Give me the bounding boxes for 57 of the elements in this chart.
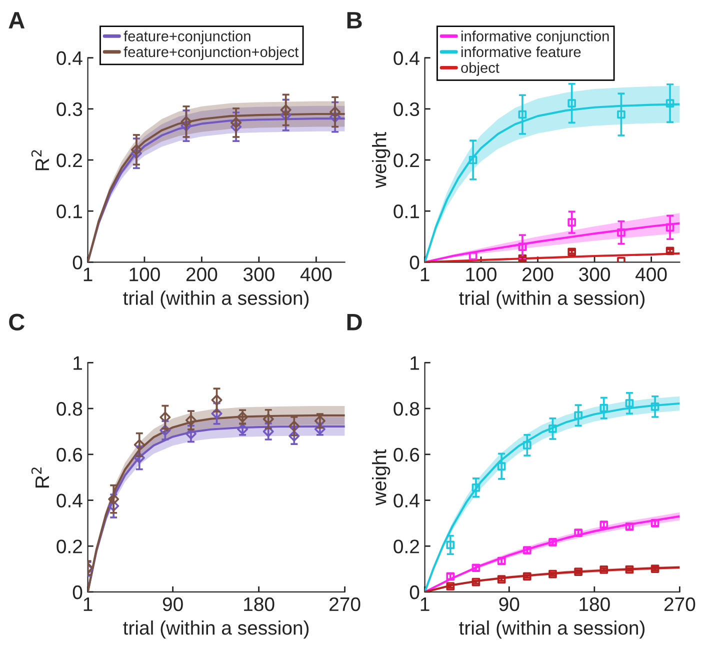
y-tick-label: 0.6 [56, 448, 82, 462]
x-tick-label: 100 [466, 268, 496, 282]
y-tick-label: 0.4 [56, 51, 82, 66]
chart-title: D [347, 314, 362, 330]
y-tick-label: 0.1 [56, 204, 82, 218]
y-tick-label: 0.1 [394, 204, 419, 218]
y-tick-label: 0.2 [394, 153, 419, 168]
y-tick-label: 0.4 [394, 494, 420, 508]
x-tick-label: 90 [499, 597, 520, 612]
y-tick-label: 0.4 [394, 51, 420, 66]
chart-title: B [347, 12, 362, 28]
x-tick-label: 180 [244, 597, 274, 612]
y-tick-label: 0.4 [56, 494, 82, 508]
x-tick-label: 90 [162, 597, 183, 612]
x-tick-label: 300 [579, 268, 610, 282]
y-tick-label: 1 [74, 356, 82, 370]
x-tick-label: 270 [664, 597, 696, 612]
x-axis-title: trial (within a session) [123, 620, 309, 639]
x-tick-label: 400 [636, 268, 667, 282]
legend-label: feature+conjunction [124, 30, 250, 44]
x-axis-title: trial (within a session) [459, 290, 645, 309]
y-tick-label: 0.2 [394, 540, 419, 554]
y-axis-title: weight [372, 449, 390, 506]
x-tick-label: 100 [130, 268, 160, 282]
y-tick-label: 0.3 [56, 102, 82, 116]
x-tick-label: 200 [522, 268, 554, 282]
x-tick-label: 1 [420, 598, 430, 611]
y-tick-label: 0.2 [56, 153, 82, 168]
y-tick-label: 0 [72, 585, 82, 600]
y-tick-label: 0.3 [394, 102, 420, 116]
y-tick-label: 0 [410, 585, 420, 600]
x-tick-label: 400 [300, 268, 332, 282]
legend-label: feature+conjunction+object [124, 46, 299, 60]
y-tick-label: 0.8 [394, 402, 420, 416]
chart-title: A [8, 12, 25, 28]
x-tick-label: 270 [330, 597, 360, 612]
y-tick-label: 0.6 [394, 448, 420, 462]
legend-label: informative conjunction [462, 30, 609, 44]
y-axis-title: R$^{2}$ [31, 150, 49, 170]
x-tick-label: 1 [420, 268, 430, 282]
x-axis-title: trial (within a session) [459, 620, 645, 639]
y-axis-title: R$^{2}$ [31, 468, 49, 488]
x-tick-label: 1 [84, 598, 92, 611]
y-tick-label: 0.2 [56, 540, 82, 554]
y-axis-title: weight [372, 132, 390, 188]
x-tick-label: 180 [580, 597, 610, 612]
y-tick-label: 0 [72, 256, 82, 270]
y-tick-label: 1 [410, 356, 419, 370]
chart-title: C [9, 314, 25, 330]
x-tick-label: 1 [84, 268, 92, 282]
x-tick-label: 300 [243, 268, 274, 282]
y-tick-label: 0.8 [56, 402, 82, 416]
x-axis-title: trial (within a session) [123, 290, 309, 309]
y-tick-label: 0 [410, 256, 420, 270]
legend-label: informative feature [462, 46, 581, 58]
x-tick-label: 200 [186, 268, 218, 282]
legend-label: object [461, 62, 500, 76]
